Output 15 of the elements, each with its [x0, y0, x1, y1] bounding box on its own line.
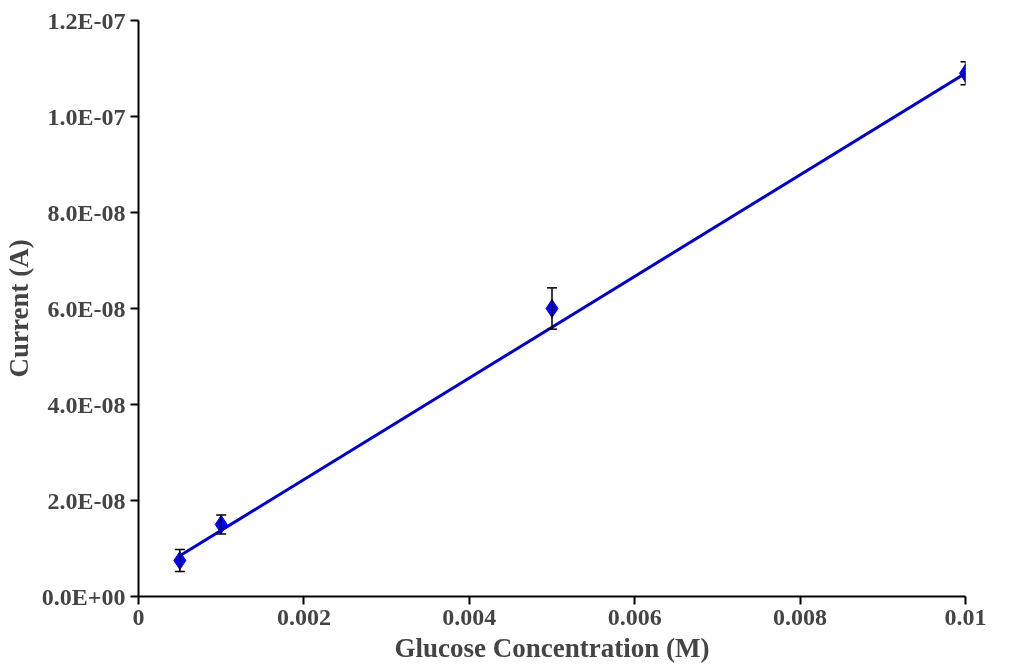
- y-tick-label: 2.0E-08: [47, 487, 126, 514]
- y-tick-label: 1.0E-07: [47, 103, 126, 130]
- y-tick-label: 1.2E-07: [47, 7, 126, 34]
- y-tick-label: 6.0E-08: [47, 295, 126, 322]
- x-tick-label: 0.002: [276, 603, 331, 630]
- y-tick-label: 4.0E-08: [47, 391, 126, 418]
- x-tick-label: 0.004: [442, 603, 497, 630]
- y-tick-label: 8.0E-08: [47, 199, 126, 226]
- x-tick-label: 0.01: [944, 603, 987, 630]
- x-tick-label: 0: [132, 603, 145, 630]
- x-axis-title: Glucose Concentration (M): [394, 632, 710, 663]
- x-tick-label: 0.008: [773, 603, 828, 630]
- y-tick-label: 0.0E+00: [41, 583, 126, 610]
- y-axis-title: Current (A): [3, 239, 34, 378]
- x-tick-label: 0.006: [607, 603, 662, 630]
